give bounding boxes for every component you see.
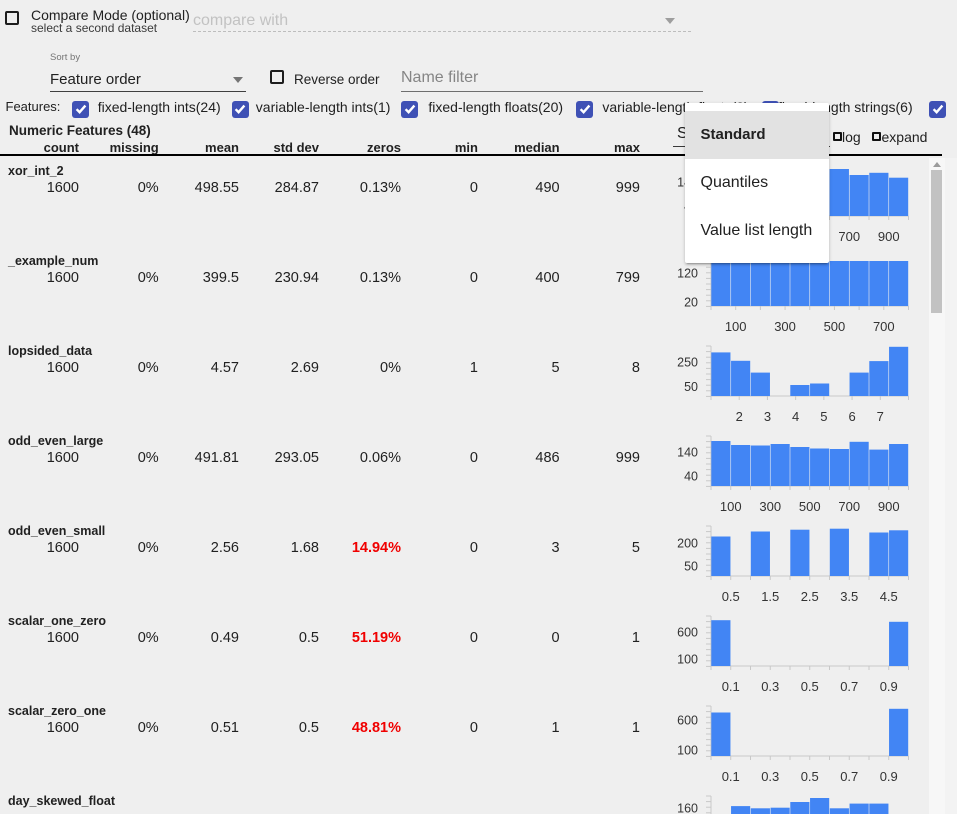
svg-text:4: 4 [792,409,799,424]
svg-text:0.1: 0.1 [722,679,740,694]
svg-text:7: 7 [877,409,884,424]
svg-text:4.5: 4.5 [880,589,898,604]
svg-text:700: 700 [838,499,860,514]
svg-text:600: 600 [677,626,698,640]
svg-text:120: 120 [677,267,698,281]
svg-text:0.9: 0.9 [880,679,898,694]
svg-text:40: 40 [684,470,698,484]
svg-text:200: 200 [677,537,698,551]
svg-text:0.7: 0.7 [840,679,858,694]
svg-text:250: 250 [677,356,698,370]
svg-text:140: 140 [677,446,698,460]
svg-text:5: 5 [820,409,827,424]
svg-text:6: 6 [848,409,855,424]
svg-text:500: 500 [799,499,821,514]
svg-text:0.7: 0.7 [840,769,858,784]
svg-text:2: 2 [736,409,743,424]
svg-text:0.1: 0.1 [722,769,740,784]
svg-text:0.3: 0.3 [761,679,779,694]
svg-text:300: 300 [759,499,781,514]
svg-text:100: 100 [725,319,747,334]
svg-text:160: 160 [677,802,698,814]
svg-text:50: 50 [684,380,698,394]
svg-text:20: 20 [684,296,698,310]
svg-text:700: 700 [838,229,860,244]
svg-text:500: 500 [824,319,846,334]
svg-text:0.5: 0.5 [801,679,819,694]
svg-text:900: 900 [878,229,900,244]
svg-text:900: 900 [878,499,900,514]
svg-text:0.5: 0.5 [722,589,740,604]
svg-text:700: 700 [873,319,895,334]
svg-text:0.5: 0.5 [801,769,819,784]
svg-text:600: 600 [677,714,698,728]
svg-text:3.5: 3.5 [840,589,858,604]
svg-text:100: 100 [720,499,742,514]
svg-text:50: 50 [684,560,698,574]
svg-text:2.5: 2.5 [801,589,819,604]
svg-text:0.9: 0.9 [880,769,898,784]
svg-text:100: 100 [677,743,698,757]
svg-text:1.5: 1.5 [761,589,779,604]
svg-text:3: 3 [764,409,771,424]
svg-text:100: 100 [677,653,698,667]
svg-text:0.3: 0.3 [761,769,779,784]
svg-text:300: 300 [774,319,796,334]
